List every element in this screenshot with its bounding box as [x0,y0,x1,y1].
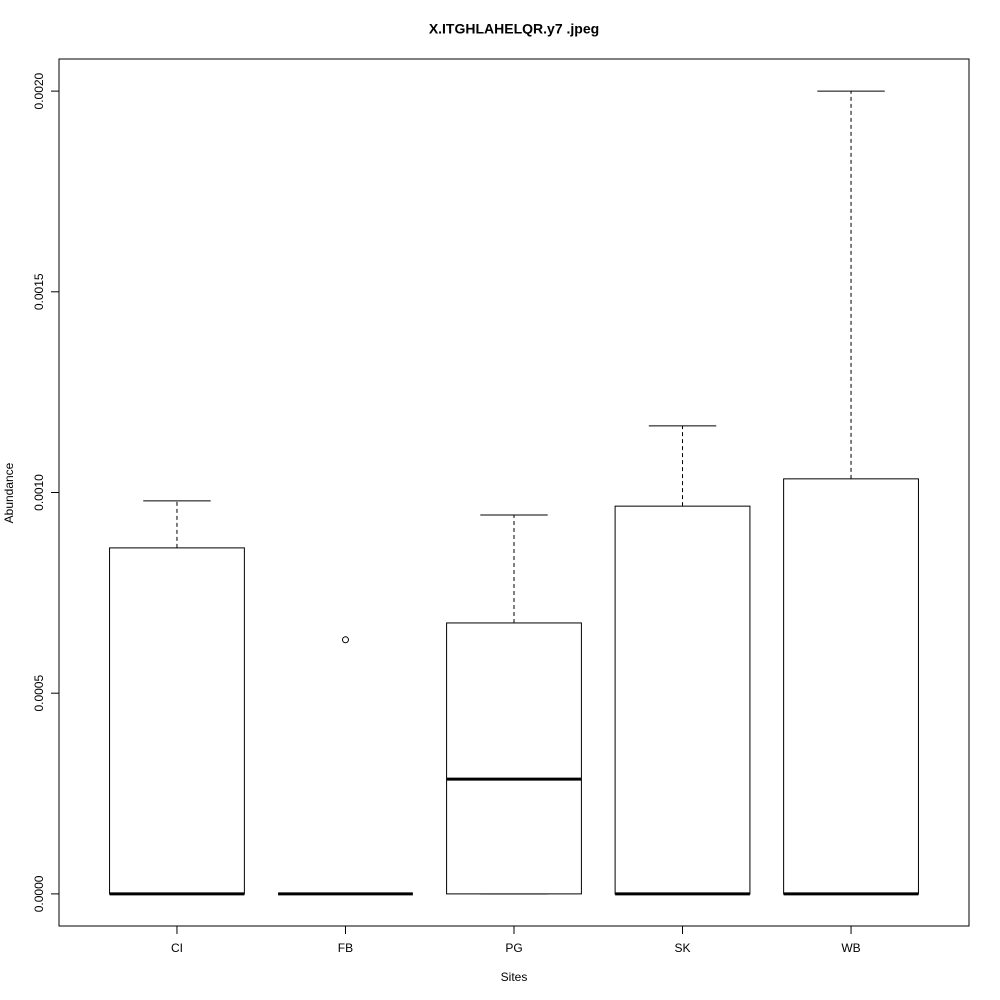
chart-title: X.ITGHLAHELQR.y7 .jpeg [429,21,599,37]
box [614,505,751,895]
x-tick-label: PG [505,941,522,955]
x-tick-label: SK [675,941,691,955]
x-tick-label: FB [338,941,353,955]
x-axis-label: Sites [501,970,528,984]
y-tick-label: 0.0020 [32,72,46,109]
y-tick-label: 0.0005 [32,675,46,712]
x-tick-label: WB [841,941,860,955]
x-tick-label: CI [171,941,183,955]
outlier [341,636,349,644]
y-tick-label: 0.0015 [32,273,46,310]
y-tick-label: 0.0000 [32,875,46,912]
box [783,478,919,895]
box [446,622,582,895]
box [109,547,245,895]
y-tick-label: 0.0010 [32,474,46,511]
y-axis-label: Abundance [2,462,16,523]
